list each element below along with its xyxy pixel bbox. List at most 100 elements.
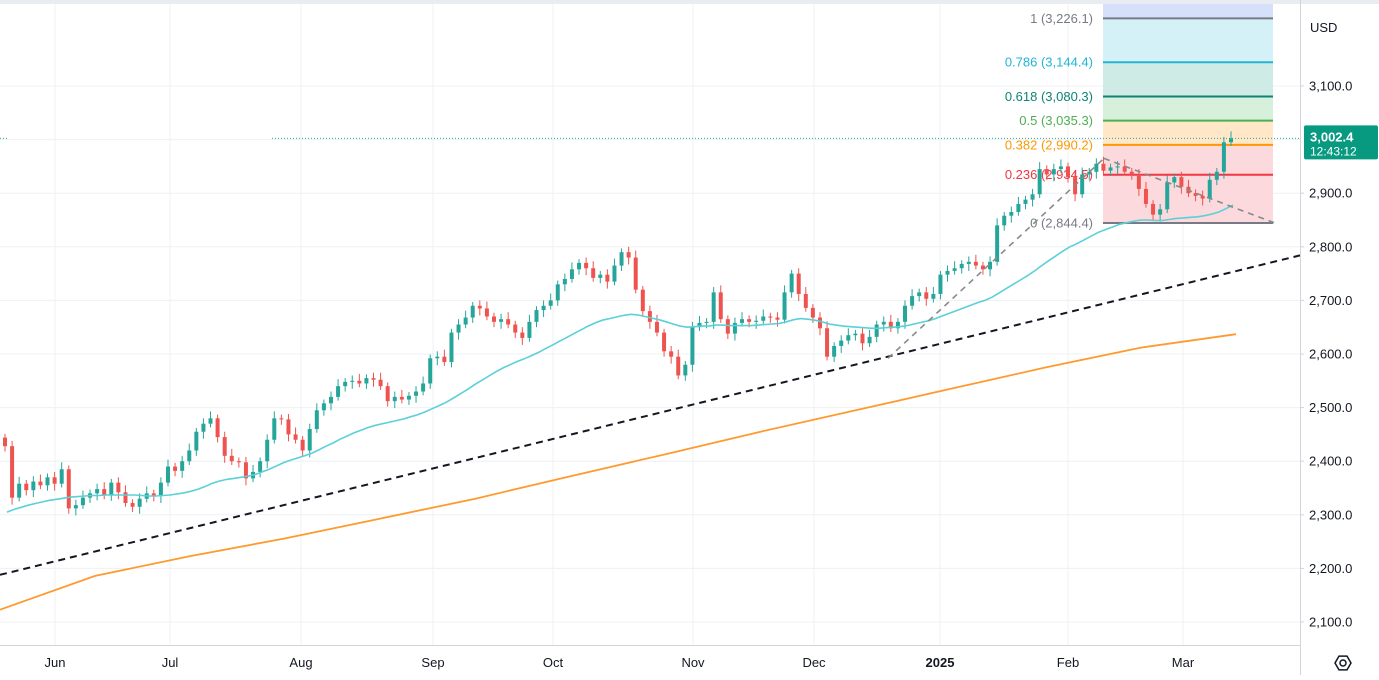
- gear-icon[interactable]: [1334, 655, 1352, 671]
- candle[interactable]: [165, 459, 170, 487]
- candle[interactable]: [1030, 188, 1035, 207]
- candle[interactable]: [414, 386, 419, 403]
- candle[interactable]: [562, 273, 567, 292]
- candle[interactable]: [80, 490, 85, 509]
- candle[interactable]: [881, 316, 886, 332]
- candle[interactable]: [1207, 172, 1212, 203]
- candle[interactable]: [357, 373, 362, 388]
- candle[interactable]: [1221, 136, 1226, 179]
- candle[interactable]: [761, 309, 766, 325]
- candle[interactable]: [173, 462, 178, 477]
- candle[interactable]: [888, 314, 893, 333]
- pattern-line[interactable]: [887, 157, 1105, 359]
- candle[interactable]: [1214, 168, 1219, 186]
- candle[interactable]: [229, 448, 234, 465]
- candle[interactable]: [676, 349, 681, 380]
- candle[interactable]: [116, 477, 121, 500]
- candle[interactable]: [1058, 159, 1063, 173]
- candle[interactable]: [1080, 167, 1085, 199]
- candle[interactable]: [1101, 156, 1106, 175]
- candle[interactable]: [109, 478, 114, 501]
- candle[interactable]: [740, 312, 745, 327]
- candle[interactable]: [442, 349, 447, 366]
- candle[interactable]: [31, 476, 36, 498]
- candle[interactable]: [307, 423, 312, 458]
- candle[interactable]: [980, 261, 985, 275]
- candle[interactable]: [1193, 189, 1198, 202]
- candle[interactable]: [293, 427, 298, 444]
- candle[interactable]: [683, 360, 688, 381]
- candle[interactable]: [1179, 171, 1184, 194]
- candle[interactable]: [243, 456, 248, 486]
- candle[interactable]: [215, 414, 220, 443]
- candle[interactable]: [1051, 163, 1056, 182]
- candle[interactable]: [279, 414, 284, 425]
- price-axis[interactable]: USD 2,100.0 2,200.0 2,300.0 2,400.0 2,500.0 2,…: [1300, 20, 1352, 630]
- candle[interactable]: [1066, 162, 1071, 183]
- candle[interactable]: [527, 314, 532, 342]
- candle[interactable]: [690, 321, 695, 372]
- candle[interactable]: [959, 260, 964, 274]
- candle[interactable]: [803, 287, 808, 312]
- candle[interactable]: [725, 315, 730, 339]
- candle[interactable]: [506, 312, 511, 329]
- candle[interactable]: [286, 414, 291, 442]
- candle[interactable]: [782, 285, 787, 324]
- candle[interactable]: [669, 345, 674, 364]
- candle[interactable]: [1172, 173, 1177, 188]
- candle[interactable]: [73, 499, 78, 516]
- candle[interactable]: [222, 431, 227, 463]
- candle[interactable]: [258, 457, 263, 478]
- candle[interactable]: [477, 300, 482, 316]
- candle[interactable]: [789, 269, 794, 298]
- candle[interactable]: [343, 378, 348, 392]
- candle[interactable]: [336, 379, 341, 401]
- candle[interactable]: [1129, 168, 1134, 180]
- candle[interactable]: [421, 376, 426, 396]
- candle[interactable]: [95, 483, 100, 501]
- pattern-line[interactable]: [1103, 157, 1275, 224]
- candle[interactable]: [520, 327, 525, 345]
- time-axis[interactable]: Jun Jul Aug Sep Oct Nov Dec 2025 Feb Mar: [45, 655, 1195, 670]
- candle[interactable]: [1151, 200, 1156, 220]
- candle[interactable]: [966, 256, 971, 271]
- candle[interactable]: [711, 287, 716, 329]
- candle[interactable]: [435, 351, 440, 366]
- candle[interactable]: [499, 313, 504, 329]
- candle[interactable]: [321, 399, 326, 416]
- candle[interactable]: [619, 248, 624, 271]
- candle[interactable]: [137, 493, 142, 514]
- candle[interactable]: [1122, 159, 1127, 176]
- candle[interactable]: [825, 321, 830, 361]
- candle[interactable]: [1094, 158, 1099, 179]
- candle[interactable]: [102, 482, 107, 500]
- candle[interactable]: [314, 403, 319, 433]
- candle[interactable]: [1009, 206, 1014, 223]
- candle[interactable]: [945, 265, 950, 282]
- candle[interactable]: [265, 434, 270, 469]
- candle[interactable]: [194, 427, 199, 456]
- candle[interactable]: [796, 268, 801, 301]
- candle[interactable]: [513, 320, 518, 338]
- candle[interactable]: [392, 391, 397, 409]
- candle[interactable]: [1023, 195, 1028, 210]
- candle[interactable]: [605, 269, 610, 289]
- candle[interactable]: [1002, 211, 1007, 231]
- candle[interactable]: [626, 246, 631, 265]
- candle[interactable]: [1229, 131, 1233, 147]
- candle[interactable]: [973, 254, 978, 270]
- candle[interactable]: [718, 285, 723, 323]
- trendline[interactable]: [0, 254, 1301, 576]
- candle[interactable]: [45, 473, 50, 491]
- candle[interactable]: [598, 270, 603, 284]
- candle[interactable]: [66, 465, 71, 514]
- candle[interactable]: [548, 293, 553, 310]
- candle[interactable]: [924, 287, 929, 306]
- candle[interactable]: [1158, 203, 1163, 222]
- candle[interactable]: [697, 315, 702, 331]
- candle[interactable]: [839, 335, 844, 353]
- candle[interactable]: [874, 320, 879, 343]
- candle[interactable]: [768, 312, 773, 323]
